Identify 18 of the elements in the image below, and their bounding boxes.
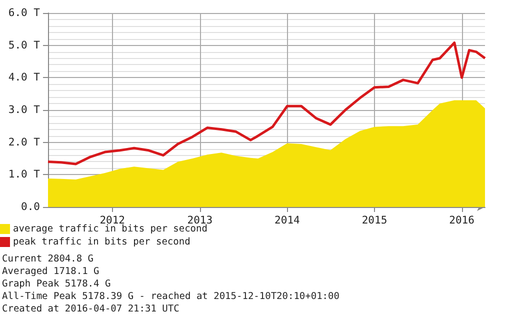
y-tick-label: 5.0 T (8, 39, 41, 52)
legend-label: average traffic in bits per second (13, 224, 208, 234)
y-tick-label: 1.0 T (8, 168, 41, 181)
y-tick-label: 0.0 (21, 201, 40, 213)
line-series (46, 41, 486, 166)
text: All-Time Peak 5178.39 G - reached at 2015-12-10T20:10+01:00 (2, 291, 340, 302)
x-tick-label: 2014 (274, 214, 300, 226)
text: Current 2804.8 G (2, 254, 94, 264)
legend-label: peak traffic in bits per second (13, 236, 190, 248)
y-tick-label: 2.0 T (8, 136, 41, 148)
y-tick-label: 6.0 T (8, 7, 41, 19)
y-tick-label: 3.0 T (8, 104, 41, 116)
text: Averaged 1718.1 G (2, 266, 100, 277)
x-tick-label: 2015 (362, 214, 388, 226)
text: Graph Peak 5178.4 G (2, 278, 111, 290)
text: Created at 2016-04-07 21:31 UTC (2, 304, 180, 314)
x-tick-label: 2016 (449, 214, 474, 226)
y-tick-label: 4.0 T (8, 72, 41, 84)
